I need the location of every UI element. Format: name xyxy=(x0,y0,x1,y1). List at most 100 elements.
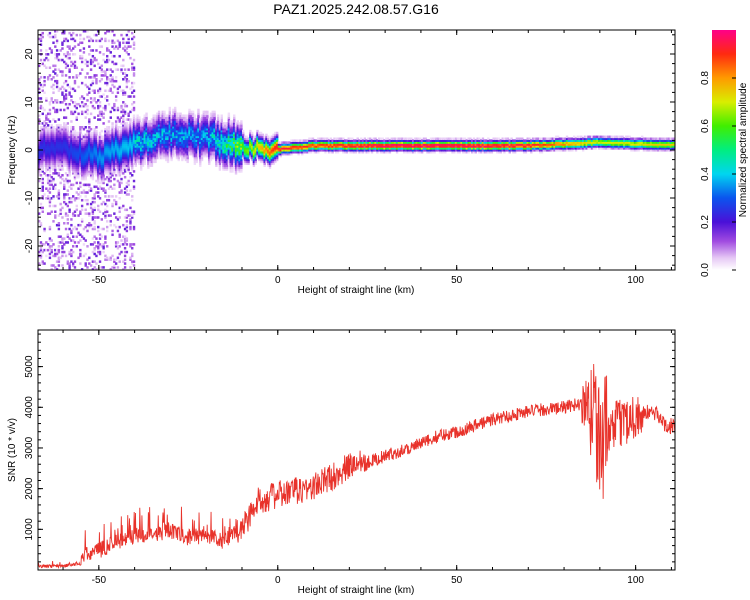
spectrogram-cell xyxy=(80,177,84,181)
spectrogram-cell xyxy=(148,160,152,164)
spectrogram-cell xyxy=(118,191,121,194)
spectrogram-cell xyxy=(179,141,182,144)
spectrogram-cell xyxy=(186,141,189,144)
spectrogram-cell xyxy=(143,141,146,144)
spectrogram-cell xyxy=(453,147,456,150)
spectrogram-cell xyxy=(152,145,155,148)
spectrogram-cell xyxy=(95,156,98,160)
spectrogram-cell xyxy=(263,135,266,139)
spectrogram-cell xyxy=(229,131,232,135)
spectrogram-cell xyxy=(191,127,195,131)
spectrogram-cell xyxy=(105,225,109,229)
spectrogram-cell xyxy=(111,162,114,165)
spectrogram-cell xyxy=(191,131,195,135)
spectrogram-cell xyxy=(202,129,206,133)
spectrogram-cell xyxy=(190,135,193,139)
spectrogram-cell xyxy=(84,154,87,158)
spectrogram-cell xyxy=(225,126,229,129)
spectrogram-cell xyxy=(125,124,129,127)
spectrogram-cell xyxy=(113,168,116,171)
spectrogram-cell xyxy=(52,185,55,189)
spectrogram-cell xyxy=(82,162,86,165)
spectrogram-cell xyxy=(442,149,445,152)
spectrogram-cell xyxy=(118,149,121,152)
spectrogram-cell xyxy=(55,145,59,148)
spectrogram-cell xyxy=(41,158,44,162)
spectrogram-cell xyxy=(292,149,295,152)
spectrogram-cell xyxy=(97,135,100,139)
spectrogram-cell xyxy=(267,147,270,150)
spectrogram-cell xyxy=(147,166,150,169)
spectrogram-cell xyxy=(392,147,395,150)
spectrogram-cell xyxy=(308,149,311,152)
spectrogram-cell xyxy=(64,145,68,148)
spectrogram-cell xyxy=(360,141,363,144)
spectrogram-cell xyxy=(161,150,164,154)
spectrogram-cell xyxy=(129,152,132,156)
spectrogram-cell xyxy=(197,143,200,146)
spectrogram-cell xyxy=(127,133,130,137)
spectrogram-cell xyxy=(193,139,197,142)
spectrogram-cell xyxy=(438,143,442,146)
spectrogram-cell xyxy=(157,116,161,119)
spectrogram-cell xyxy=(107,141,111,144)
spectrogram-cell xyxy=(89,158,93,162)
spectrogram-cell xyxy=(442,147,445,150)
spectrogram-cell xyxy=(406,139,409,142)
spectrogram-cell xyxy=(66,147,70,150)
spectrogram-cell xyxy=(157,133,161,137)
spectrogram-cell xyxy=(236,124,240,127)
spectrogram-cell xyxy=(63,162,66,165)
spectrogram-cell xyxy=(188,141,191,144)
spectrogram-cell xyxy=(150,135,154,139)
spectrogram-cell xyxy=(80,112,84,116)
spectrogram-cell xyxy=(122,133,125,137)
spectrogram-cell xyxy=(64,149,68,152)
spectrogram-cell xyxy=(267,141,270,144)
spectrogram-cell xyxy=(114,162,118,165)
spectrogram-cell xyxy=(123,76,127,79)
spectrogram-cell xyxy=(444,141,447,144)
spectrogram-cell xyxy=(75,181,78,185)
spectrogram-cell xyxy=(136,149,139,152)
spectrogram-cell xyxy=(306,139,309,142)
spectrogram-cell xyxy=(309,147,313,150)
spectrogram-cell xyxy=(111,160,114,164)
spectrogram-cell xyxy=(292,150,295,154)
spectrogram-cell xyxy=(86,170,89,173)
spectrogram-cell xyxy=(218,162,222,165)
spectrogram-cell xyxy=(132,47,136,50)
spectrogram-cell xyxy=(93,206,96,210)
spectrogram-cell xyxy=(193,152,197,156)
spectrogram-cell xyxy=(105,164,109,167)
spectrogram-cell xyxy=(165,141,168,144)
spectrogram-cell xyxy=(84,158,87,162)
spectrogram-cell xyxy=(199,156,202,160)
spectrogram-cell xyxy=(315,150,318,154)
spectrogram-cell xyxy=(413,145,417,148)
spectrogram-cell xyxy=(284,149,288,152)
spectrogram-cell xyxy=(52,160,55,164)
spectrogram-cell xyxy=(109,68,112,71)
spectrogram-cell xyxy=(206,112,209,116)
spectrogram-cell xyxy=(48,245,52,248)
spectrogram-cell xyxy=(399,147,402,150)
spectrogram-cell xyxy=(204,133,207,137)
spectrogram-cell xyxy=(68,91,71,94)
spectrogram-cell xyxy=(268,145,272,148)
spectrogram-cell xyxy=(440,150,443,154)
spectrogram-cell xyxy=(263,156,266,160)
spectrogram-cell xyxy=(118,135,121,139)
spectrogram-cell xyxy=(313,143,316,146)
spectrogram-cell xyxy=(66,53,70,56)
spectrogram-cell xyxy=(91,76,95,79)
spectrogram-cell xyxy=(125,126,129,129)
spectrogram-cell xyxy=(41,250,44,254)
spectrogram-cell xyxy=(134,137,138,141)
spectrogram-cell xyxy=(57,248,61,252)
spectrogram-cell xyxy=(127,53,130,56)
spectrogram-cell xyxy=(338,147,341,150)
spectrogram-cell xyxy=(454,149,458,152)
spectrogram-cell xyxy=(202,112,206,116)
spectrogram-cell xyxy=(213,122,216,125)
